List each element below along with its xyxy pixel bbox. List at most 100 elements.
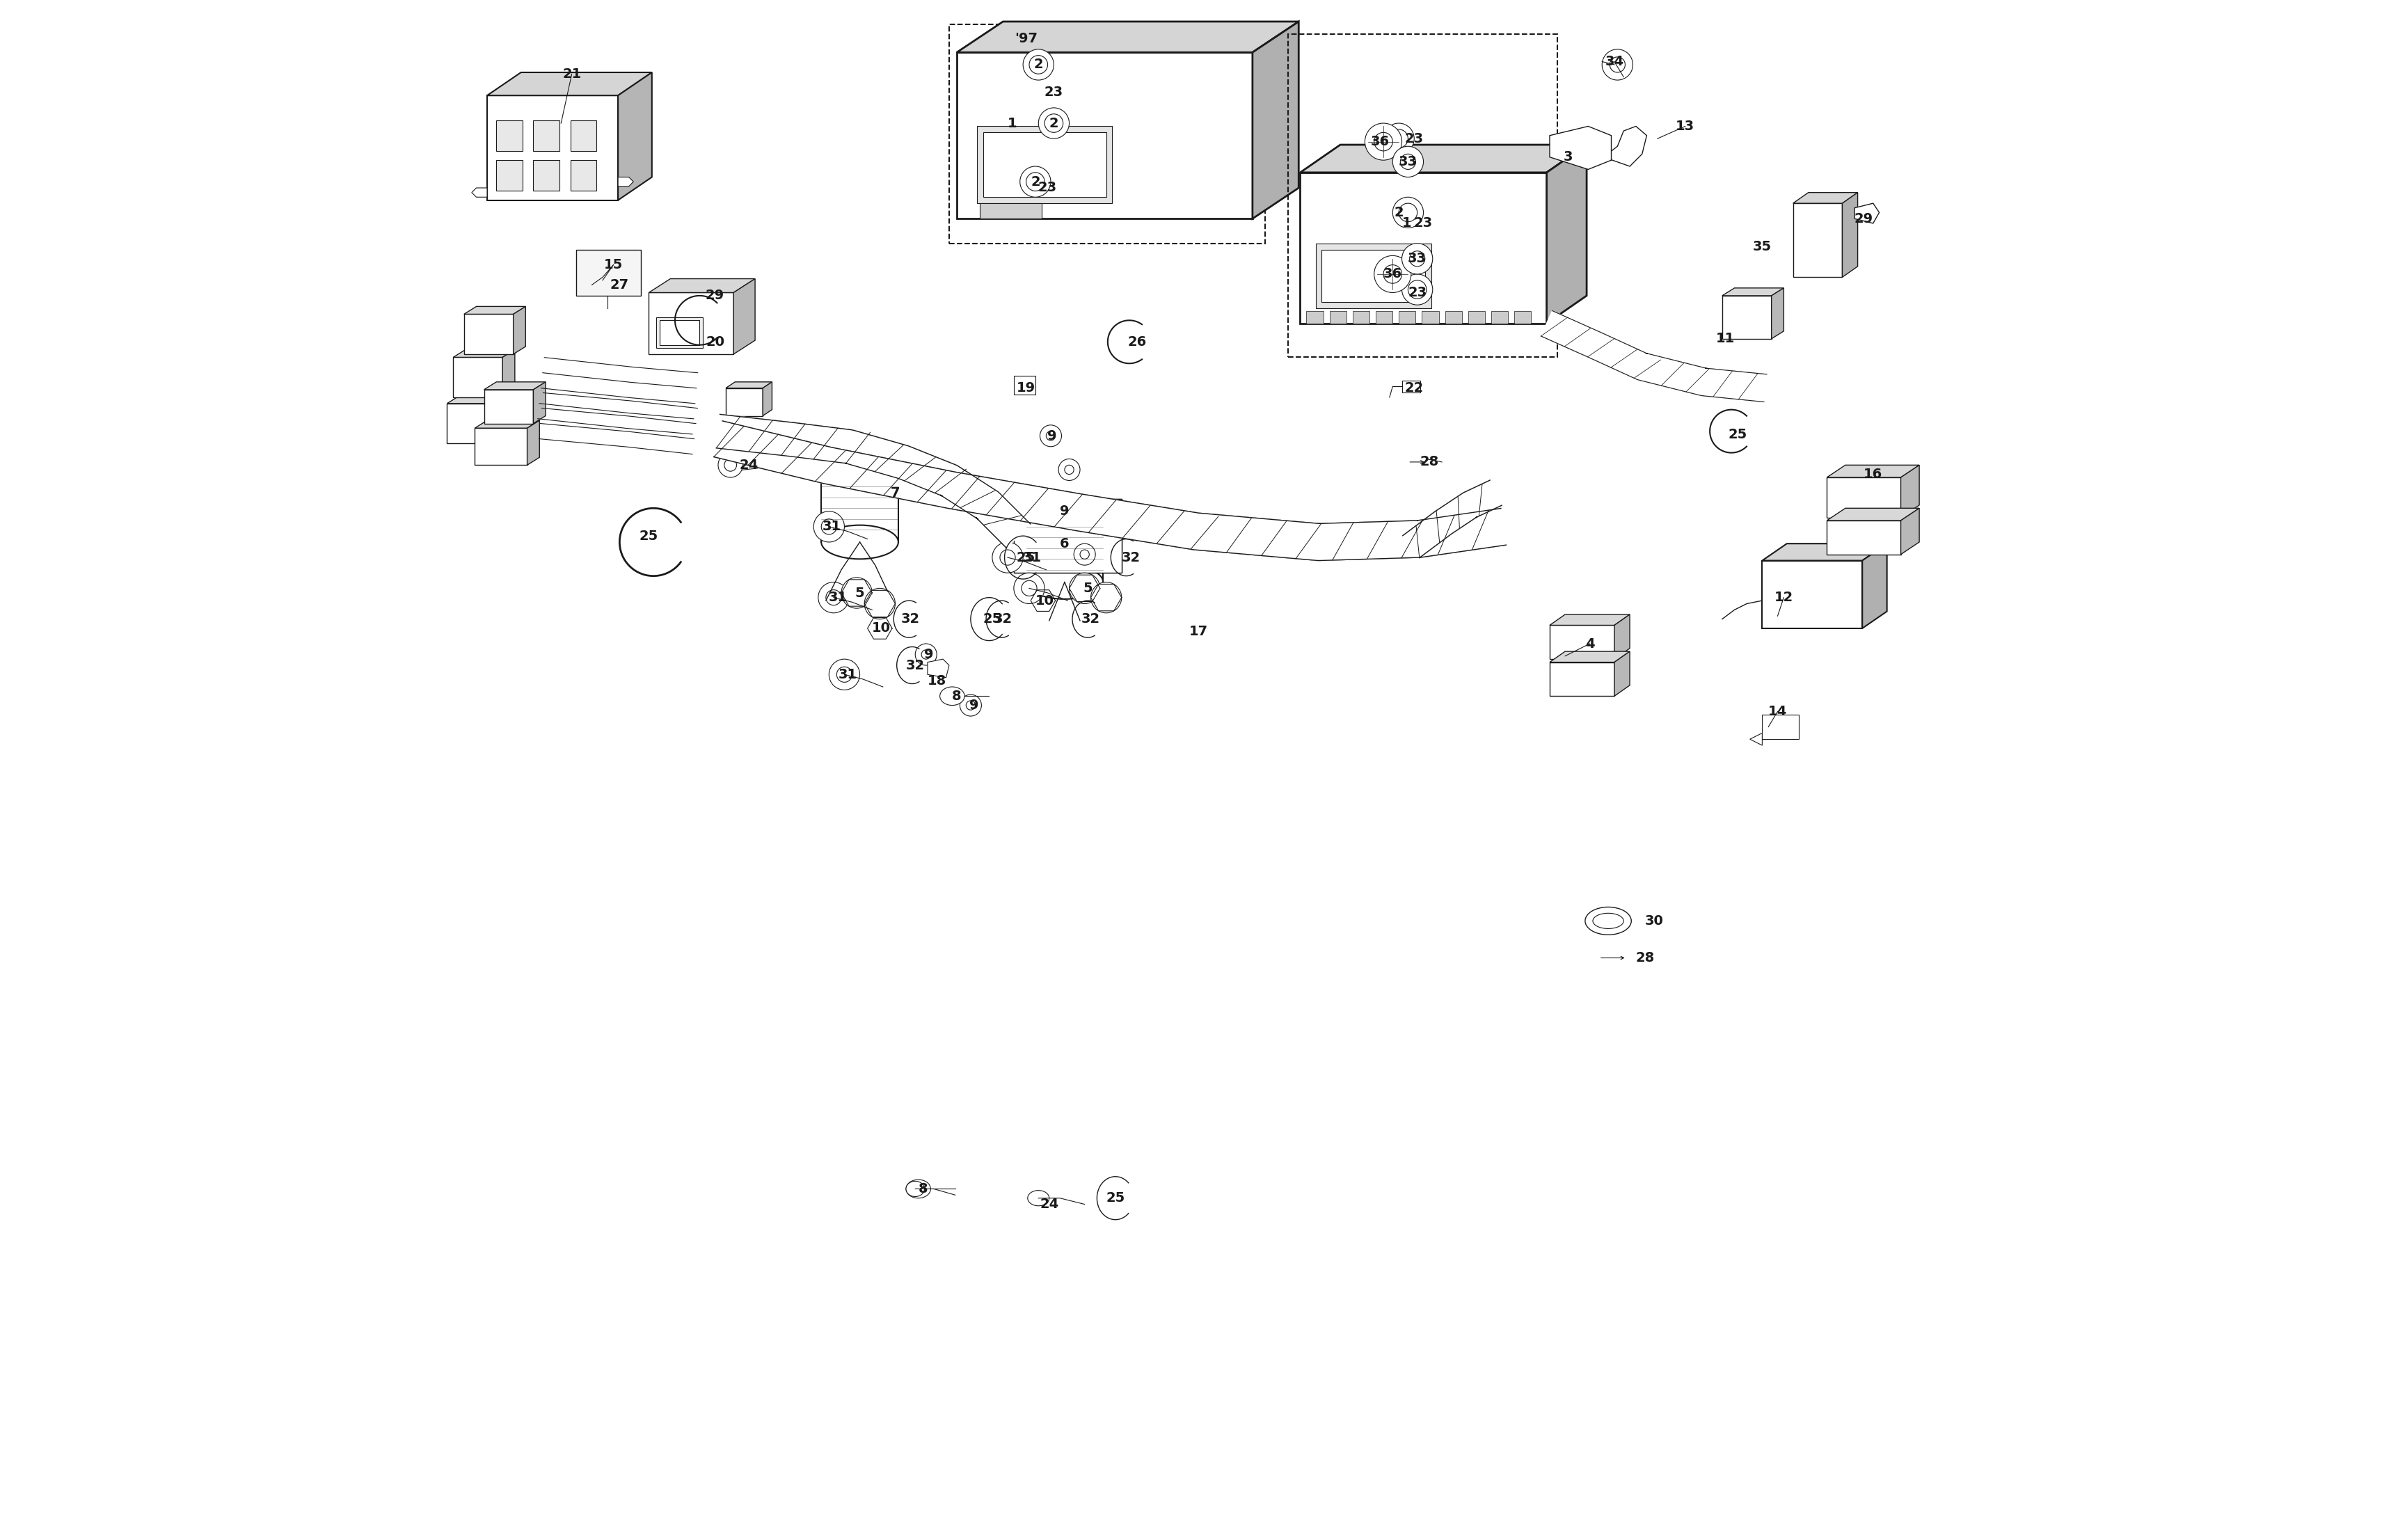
Bar [980,203,1042,219]
Circle shape [992,542,1023,573]
Circle shape [1365,123,1401,160]
Text: 7: 7 [889,487,899,499]
Bar [1014,376,1035,394]
Polygon shape [1750,733,1762,745]
Bar [1289,34,1557,357]
Text: 17: 17 [1188,625,1207,638]
Circle shape [813,511,844,542]
Bar [983,132,1107,197]
Text: 5: 5 [856,587,866,599]
Circle shape [1014,573,1045,604]
Polygon shape [1793,203,1843,277]
Circle shape [1090,582,1121,613]
Polygon shape [1549,614,1631,625]
Circle shape [916,644,937,665]
Polygon shape [1722,296,1772,339]
Bar [1329,311,1346,323]
Polygon shape [1762,544,1886,561]
Circle shape [1399,203,1418,222]
Circle shape [959,695,980,716]
Polygon shape [1722,288,1784,296]
Polygon shape [727,388,763,416]
Bar [571,160,595,191]
Circle shape [1401,274,1432,305]
Text: 35: 35 [1753,240,1772,253]
Bar [1014,499,1121,573]
Text: 28: 28 [1420,456,1439,468]
Circle shape [1038,108,1069,139]
Circle shape [842,578,873,608]
Ellipse shape [940,687,964,705]
Text: 11: 11 [1717,333,1736,345]
Text: 21: 21 [562,68,581,80]
Polygon shape [1253,22,1298,219]
Circle shape [1059,459,1081,480]
Polygon shape [617,177,634,186]
Circle shape [1384,265,1401,283]
Text: 24: 24 [739,459,758,471]
Polygon shape [1827,465,1920,477]
Polygon shape [717,414,1031,548]
Text: 8: 8 [952,690,961,702]
Text: 9: 9 [1047,430,1057,442]
Text: 30: 30 [1645,915,1664,927]
Text: 25: 25 [1729,428,1748,440]
Text: 13: 13 [1676,120,1695,132]
Polygon shape [497,396,509,444]
Ellipse shape [1585,907,1631,935]
Text: 31: 31 [837,668,856,681]
Polygon shape [734,279,756,354]
Text: 26: 26 [1129,336,1145,348]
Circle shape [1054,507,1064,516]
Bar [1375,311,1392,323]
Text: 24: 24 [1040,1198,1059,1210]
Bar [533,120,559,151]
Text: 31: 31 [830,591,849,604]
Text: 31: 31 [1023,551,1042,564]
Text: 2: 2 [1394,206,1404,219]
Polygon shape [1604,126,1647,166]
Text: 4: 4 [1585,638,1595,650]
Polygon shape [447,403,497,444]
Text: 25: 25 [638,530,658,542]
Polygon shape [502,350,514,397]
Text: 9: 9 [1059,505,1069,517]
Text: 29: 29 [705,290,724,302]
Polygon shape [1301,172,1547,323]
Polygon shape [1404,480,1502,557]
Ellipse shape [820,525,899,559]
Bar [1014,499,1121,573]
Circle shape [1392,146,1423,177]
Bar [1322,249,1425,302]
Text: 23: 23 [1045,86,1064,99]
Polygon shape [1549,126,1612,169]
Text: 31: 31 [823,521,842,533]
Text: 5: 5 [1083,582,1093,594]
Ellipse shape [1028,1190,1050,1206]
Bar [820,477,899,542]
Text: 20: 20 [705,336,724,348]
Circle shape [1028,55,1047,74]
Polygon shape [1549,625,1614,659]
Polygon shape [956,52,1253,219]
Polygon shape [648,279,756,293]
Text: 2: 2 [1033,59,1042,71]
Polygon shape [1827,521,1901,554]
Polygon shape [533,382,545,424]
Text: 32: 32 [901,613,921,625]
Polygon shape [488,95,617,200]
Circle shape [837,667,851,682]
Circle shape [1392,197,1423,228]
Ellipse shape [906,1180,930,1198]
Bar [1399,311,1415,323]
Polygon shape [1614,651,1631,696]
Polygon shape [483,390,533,424]
Text: 12: 12 [1774,591,1793,604]
Polygon shape [1549,662,1614,696]
Circle shape [1411,251,1425,266]
Circle shape [724,459,736,471]
Polygon shape [447,396,509,403]
Polygon shape [1547,145,1588,323]
Bar [1026,517,1102,582]
Circle shape [1609,57,1626,72]
